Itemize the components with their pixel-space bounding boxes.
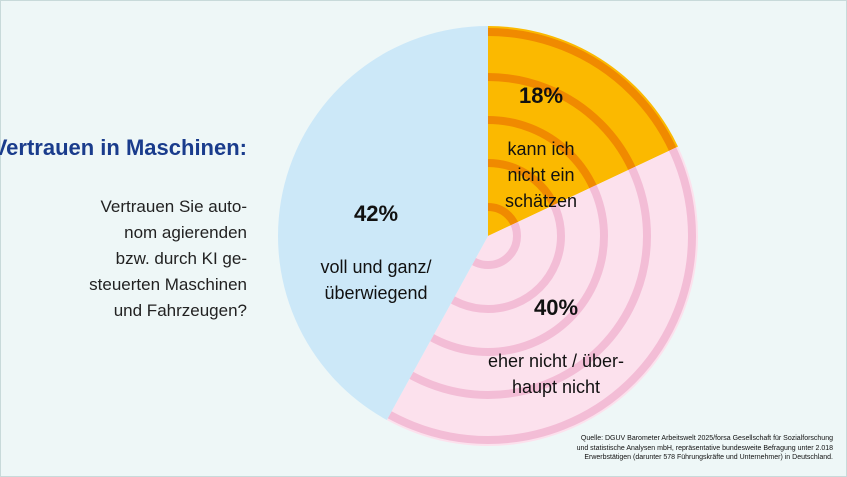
slice-wedge — [277, 26, 488, 421]
slice-ring — [386, 146, 651, 399]
slice-label-unsure: 18% kann ich nicht ein schätzen — [505, 56, 577, 214]
question-text: Vertrauen Sie auto- nom agierenden bzw. … — [89, 197, 247, 320]
slice-wedge — [386, 146, 699, 447]
pie-slice-0 — [488, 26, 679, 236]
slice-text: eher nicht / über- haupt nicht — [487, 351, 625, 397]
slice-text: voll und ganz/ überwiegend — [320, 257, 432, 303]
slice-value: 18% — [518, 83, 564, 108]
slice-ring — [386, 146, 696, 444]
slice-value: 40% — [533, 295, 579, 320]
slice-ring — [386, 146, 608, 356]
source-note: Quelle: DGUV Barometer Arbeitswelt 2025/… — [576, 435, 833, 461]
slice-text: kann ich nicht ein schätzen — [504, 139, 578, 211]
chart-title: Vertrauen in Maschinen: — [0, 135, 247, 160]
slice-value: 42% — [353, 201, 399, 226]
slice-label-trust: 42% voll und ganz/ überwiegend — [320, 174, 431, 306]
pie-slice-2 — [277, 26, 488, 421]
slice-label-no-trust: 40% eher nicht / über- haupt nicht — [488, 268, 624, 400]
